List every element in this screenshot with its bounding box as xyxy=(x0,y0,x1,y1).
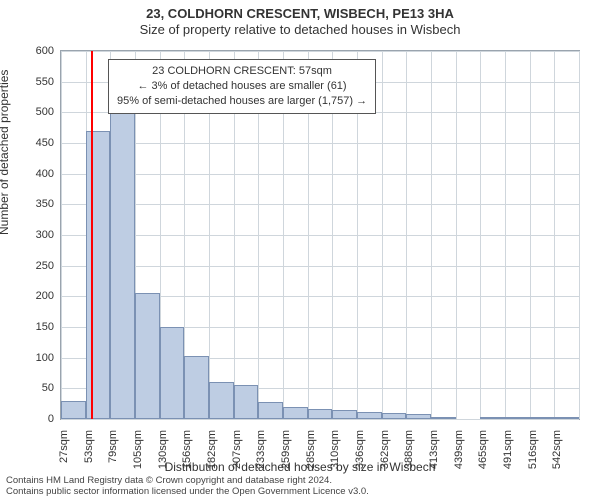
x-tick-label: 336sqm xyxy=(354,430,366,480)
histogram-bar xyxy=(431,417,456,419)
histogram-bar xyxy=(332,410,357,419)
gridline-h xyxy=(61,143,579,144)
x-tick-label: 362sqm xyxy=(379,430,391,480)
histogram-bar xyxy=(382,413,407,419)
gridline-h xyxy=(61,204,579,205)
x-tick-label: 310sqm xyxy=(329,430,341,480)
info-line1: 23 COLDHORN CRESCENT: 57sqm xyxy=(117,64,367,79)
histogram-bar xyxy=(505,417,530,419)
gridline-h xyxy=(61,235,579,236)
gridline-v xyxy=(505,51,506,419)
y-tick-label: 450 xyxy=(14,137,54,149)
gridline-v xyxy=(431,51,432,419)
x-tick-label: 182sqm xyxy=(206,430,218,480)
y-tick-label: 200 xyxy=(14,290,54,302)
x-tick-label: 207sqm xyxy=(231,430,243,480)
x-tick-label: 27sqm xyxy=(58,430,70,480)
y-tick-label: 300 xyxy=(14,229,54,241)
x-tick-label: 388sqm xyxy=(403,430,415,480)
histogram-bar xyxy=(554,417,579,419)
histogram-bar xyxy=(258,402,283,419)
x-tick-label: 233sqm xyxy=(255,430,267,480)
histogram-bar xyxy=(234,385,259,419)
y-tick-label: 550 xyxy=(14,76,54,88)
x-tick-label: 130sqm xyxy=(157,430,169,480)
histogram-bar xyxy=(209,382,234,419)
y-tick-label: 350 xyxy=(14,198,54,210)
gridline-h xyxy=(61,51,579,52)
x-tick-label: 105sqm xyxy=(132,430,144,480)
y-tick-label: 600 xyxy=(14,45,54,57)
gridline-v xyxy=(530,51,531,419)
x-tick-label: 465sqm xyxy=(477,430,489,480)
gridline-h xyxy=(61,174,579,175)
x-tick-label: 259sqm xyxy=(280,430,292,480)
x-tick-label: 413sqm xyxy=(428,430,440,480)
y-tick-label: 150 xyxy=(14,321,54,333)
info-line2: ← 3% of detached houses are smaller (61) xyxy=(117,79,367,94)
histogram-bar xyxy=(110,112,135,419)
y-tick-label: 500 xyxy=(14,106,54,118)
histogram-bar xyxy=(530,417,555,419)
histogram-bar xyxy=(480,417,505,419)
title-line1: 23, COLDHORN CRESCENT, WISBECH, PE13 3HA xyxy=(0,6,600,21)
y-tick-label: 100 xyxy=(14,352,54,364)
x-tick-label: 491sqm xyxy=(502,430,514,480)
property-marker-line xyxy=(91,51,93,419)
histogram-bar xyxy=(61,401,86,419)
histogram-bar xyxy=(283,407,308,419)
y-tick-label: 250 xyxy=(14,260,54,272)
y-tick-label: 400 xyxy=(14,168,54,180)
gridline-v xyxy=(456,51,457,419)
info-box: 23 COLDHORN CRESCENT: 57sqm ← 3% of deta… xyxy=(108,59,376,114)
histogram-bar xyxy=(86,131,111,419)
gridline-v xyxy=(554,51,555,419)
x-tick-label: 53sqm xyxy=(83,430,95,480)
x-tick-label: 156sqm xyxy=(181,430,193,480)
x-tick-label: 542sqm xyxy=(551,430,563,480)
title-line2: Size of property relative to detached ho… xyxy=(0,22,600,37)
chart-plot-area: 23 COLDHORN CRESCENT: 57sqm ← 3% of deta… xyxy=(60,50,580,420)
y-axis-label: Number of detached properties xyxy=(0,70,11,235)
x-tick-label: 439sqm xyxy=(453,430,465,480)
gridline-h xyxy=(61,266,579,267)
histogram-bar xyxy=(308,409,333,419)
footer-line2: Contains public sector information licen… xyxy=(6,487,594,498)
histogram-bar xyxy=(184,356,209,419)
info-line3: 95% of semi-detached houses are larger (… xyxy=(117,94,367,109)
x-tick-label: 285sqm xyxy=(305,430,317,480)
histogram-bar xyxy=(357,412,382,419)
histogram-bar xyxy=(160,327,185,419)
gridline-v xyxy=(406,51,407,419)
histogram-bar xyxy=(406,414,431,419)
y-tick-label: 50 xyxy=(14,382,54,394)
gridline-h xyxy=(61,419,579,420)
gridline-v xyxy=(382,51,383,419)
x-tick-label: 79sqm xyxy=(107,430,119,480)
gridline-v xyxy=(579,51,580,419)
x-tick-label: 516sqm xyxy=(527,430,539,480)
gridline-v xyxy=(480,51,481,419)
gridline-v xyxy=(61,51,62,419)
histogram-bar xyxy=(135,293,160,419)
y-tick-label: 0 xyxy=(14,413,54,425)
